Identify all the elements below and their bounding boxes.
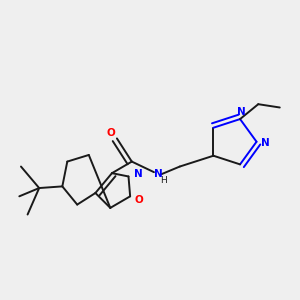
Text: N: N	[261, 138, 270, 148]
Text: N: N	[154, 169, 163, 179]
Text: N: N	[134, 169, 143, 179]
Text: H: H	[160, 176, 167, 185]
Text: O: O	[134, 195, 143, 205]
Text: N: N	[237, 107, 246, 117]
Text: O: O	[106, 128, 115, 139]
